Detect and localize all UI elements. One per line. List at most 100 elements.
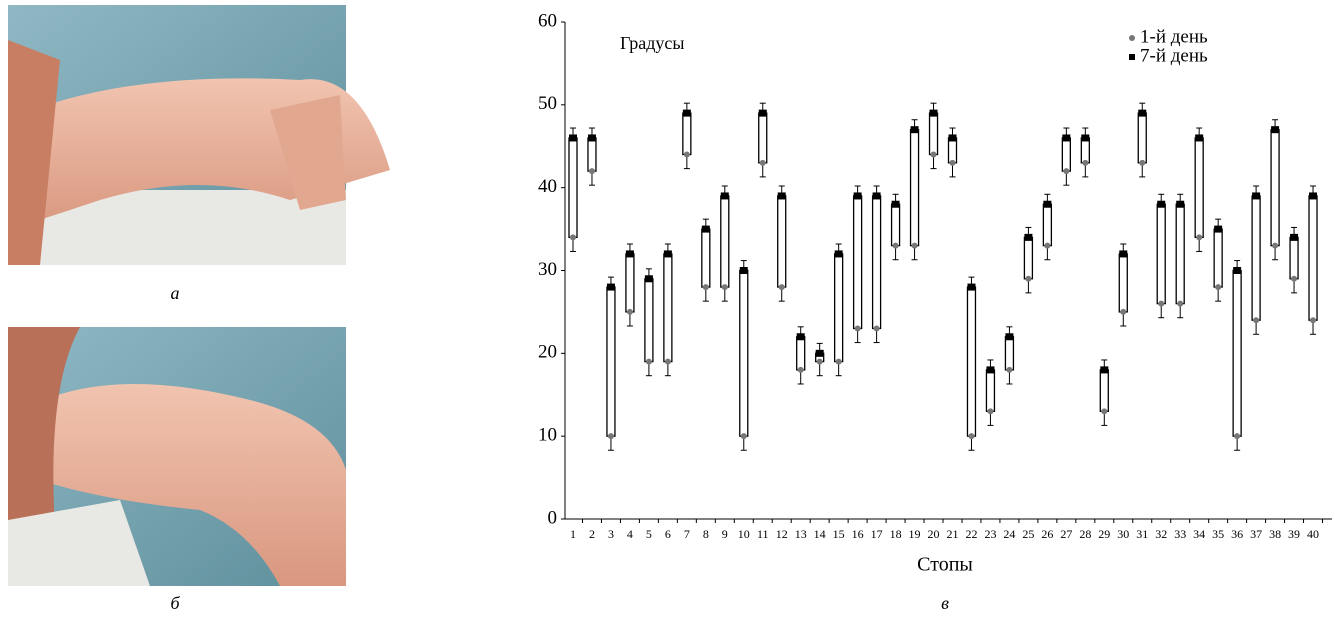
box [721,196,729,287]
marker-day7 [702,226,710,233]
box [1195,138,1203,237]
marker-day7 [683,110,691,117]
box [967,287,975,436]
box [835,254,843,362]
marker-day1 [1310,317,1316,323]
box [607,287,615,436]
marker-day1 [874,325,880,331]
x-tick-label: 5 [646,527,652,541]
y-tick-label: 50 [538,93,557,114]
marker-day7 [1176,201,1184,208]
box [1005,337,1013,370]
box [1309,196,1317,320]
box [645,279,653,362]
x-tick-label: 40 [1307,527,1319,541]
marker-day1 [760,160,766,166]
box [683,113,691,154]
marker-day7 [1195,134,1203,141]
x-tick-label: 38 [1269,527,1281,541]
x-tick-label: 18 [890,527,902,541]
box [1138,113,1146,163]
legend-marker [1129,54,1135,60]
x-tick-label: 9 [722,527,728,541]
marker-day7 [1309,192,1317,199]
marker-day1 [1158,301,1164,307]
photo-a [8,5,390,265]
marker-day1 [646,359,652,365]
x-tick-label: 29 [1098,527,1110,541]
marker-day7 [1100,366,1108,373]
box [1233,271,1241,437]
box [569,138,577,237]
x-tick-label: 21 [947,527,959,541]
x-tick-label: 37 [1250,527,1262,541]
box [911,130,919,246]
y-tick-label: 0 [548,507,558,528]
x-tick-label: 16 [852,527,864,541]
marker-day1 [703,284,709,290]
y-tick-label: 60 [538,10,557,31]
box [986,370,994,411]
marker-day7 [607,284,615,291]
x-tick-label: 14 [814,527,826,541]
x-tick-label: 36 [1231,527,1243,541]
x-tick-label: 33 [1174,527,1186,541]
marker-day7 [816,350,824,357]
marker-day7 [854,192,862,199]
box [759,113,767,163]
marker-day1 [950,160,956,166]
marker-day1 [684,152,690,158]
marker-day7 [1252,192,1260,199]
x-tick-label: 10 [738,527,750,541]
marker-day7 [892,201,900,208]
marker-day1 [1101,408,1107,414]
x-tick-label: 19 [909,527,921,541]
marker-day1 [608,433,614,439]
marker-day7 [1062,134,1070,141]
box [892,204,900,245]
marker-day1 [589,168,595,174]
x-tick-label: 17 [871,527,883,541]
x-tick-label: 2 [589,527,595,541]
marker-day7 [835,250,843,257]
x-tick-label: 22 [965,527,977,541]
box [949,138,957,163]
figure: а б в Градусы Стопы 01020304050601234567… [0,0,1335,616]
marker-day1 [817,359,823,365]
x-tick-label: 4 [627,527,633,541]
legend-label: 1-й день [1140,26,1208,47]
marker-day7 [1024,234,1032,241]
box [1290,237,1298,278]
legend-label: 7-й день [1140,45,1208,66]
box [873,196,881,329]
caption: в [941,593,949,613]
y-tick-label: 40 [538,176,557,197]
caption: а [171,283,180,303]
marker-day7 [778,192,786,199]
box [1119,254,1127,312]
box [1271,130,1279,246]
box [1043,204,1051,245]
box [854,196,862,329]
photo-b [8,327,346,586]
marker-day7 [1271,126,1279,133]
marker-day1 [1044,243,1050,249]
marker-day1 [627,309,633,315]
marker-day7 [759,110,767,117]
marker-day1 [798,367,804,373]
marker-day7 [645,275,653,282]
box [740,271,748,437]
marker-day7 [1233,267,1241,274]
y-axis-title: Градусы [620,33,685,53]
x-tick-label: 11 [757,527,769,541]
marker-day1 [1234,433,1240,439]
box [664,254,672,362]
marker-day1 [779,284,785,290]
legend-marker [1129,35,1135,41]
x-tick-label: 26 [1041,527,1053,541]
marker-day7 [986,366,994,373]
marker-day7 [1043,201,1051,208]
marker-day1 [1006,367,1012,373]
box [1214,229,1222,287]
box [1062,138,1070,171]
